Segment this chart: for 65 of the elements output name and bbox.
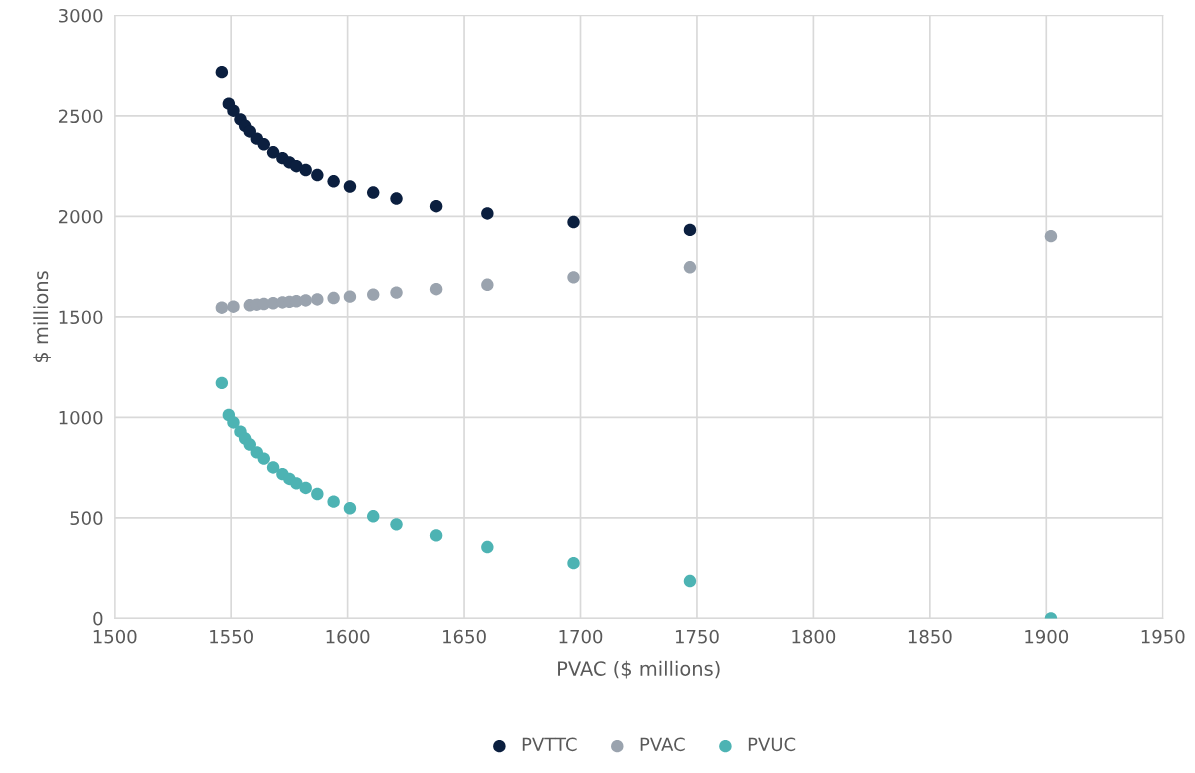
point [343, 180, 357, 193]
x-tick-label: 1750 [675, 629, 719, 644]
point [683, 261, 697, 274]
point [290, 477, 303, 490]
point [367, 186, 380, 199]
x-tick-label: 1850 [908, 629, 952, 644]
point [311, 293, 324, 306]
point [227, 104, 240, 117]
y-tick-label: 1000 [59, 410, 103, 425]
point [343, 502, 357, 515]
y-tick-label: 3000 [59, 8, 103, 23]
point [390, 192, 403, 205]
point [429, 529, 443, 542]
y-tick-label: 1500 [59, 310, 103, 325]
legend-label: PVAC [640, 737, 685, 752]
point [299, 481, 312, 495]
point [683, 223, 697, 237]
y-tick-label: 0 [93, 611, 103, 626]
x-tick-label: 1600 [326, 629, 370, 644]
point [1044, 229, 1058, 243]
y-tick-label: 2000 [58, 209, 103, 224]
point [227, 300, 240, 313]
x-tick-label: 1500 [93, 629, 137, 644]
point [367, 288, 380, 301]
point [567, 215, 580, 229]
point [257, 452, 270, 465]
point [243, 438, 257, 451]
x-tick-label: 1900 [1025, 629, 1069, 644]
point [311, 487, 324, 501]
x-tick-label: 1550 [210, 629, 253, 644]
point [481, 278, 494, 291]
y-tick-label: 500 [70, 511, 103, 526]
point [299, 294, 312, 307]
x-tick-label: 1650 [443, 629, 486, 644]
point [683, 574, 697, 588]
legend-label: PVTTC [522, 737, 577, 752]
point [215, 376, 229, 390]
point [429, 199, 443, 213]
point [567, 271, 580, 284]
x-tick-label: 1700 [559, 629, 603, 644]
point [390, 518, 403, 531]
point [481, 207, 494, 220]
y-axis-title: $ millions [33, 271, 51, 363]
point [367, 510, 380, 523]
y-tick-label: 2500 [58, 109, 103, 124]
point [266, 461, 280, 474]
point [327, 291, 340, 305]
point [327, 495, 340, 508]
point [390, 286, 403, 299]
point [266, 146, 280, 159]
point [311, 168, 324, 182]
point [215, 301, 229, 314]
x-tick-label: 1950 [1141, 629, 1185, 644]
point [227, 416, 240, 429]
point [343, 290, 357, 303]
point [215, 65, 229, 79]
x-tick-label: 1800 [792, 629, 836, 644]
point [429, 282, 443, 296]
point [257, 138, 270, 151]
legend-label: PVUC [748, 737, 796, 752]
point [327, 175, 340, 188]
point [567, 556, 580, 570]
point [299, 163, 312, 177]
x-axis-title: PVAC ($ millions) [558, 660, 720, 679]
point [481, 540, 494, 554]
